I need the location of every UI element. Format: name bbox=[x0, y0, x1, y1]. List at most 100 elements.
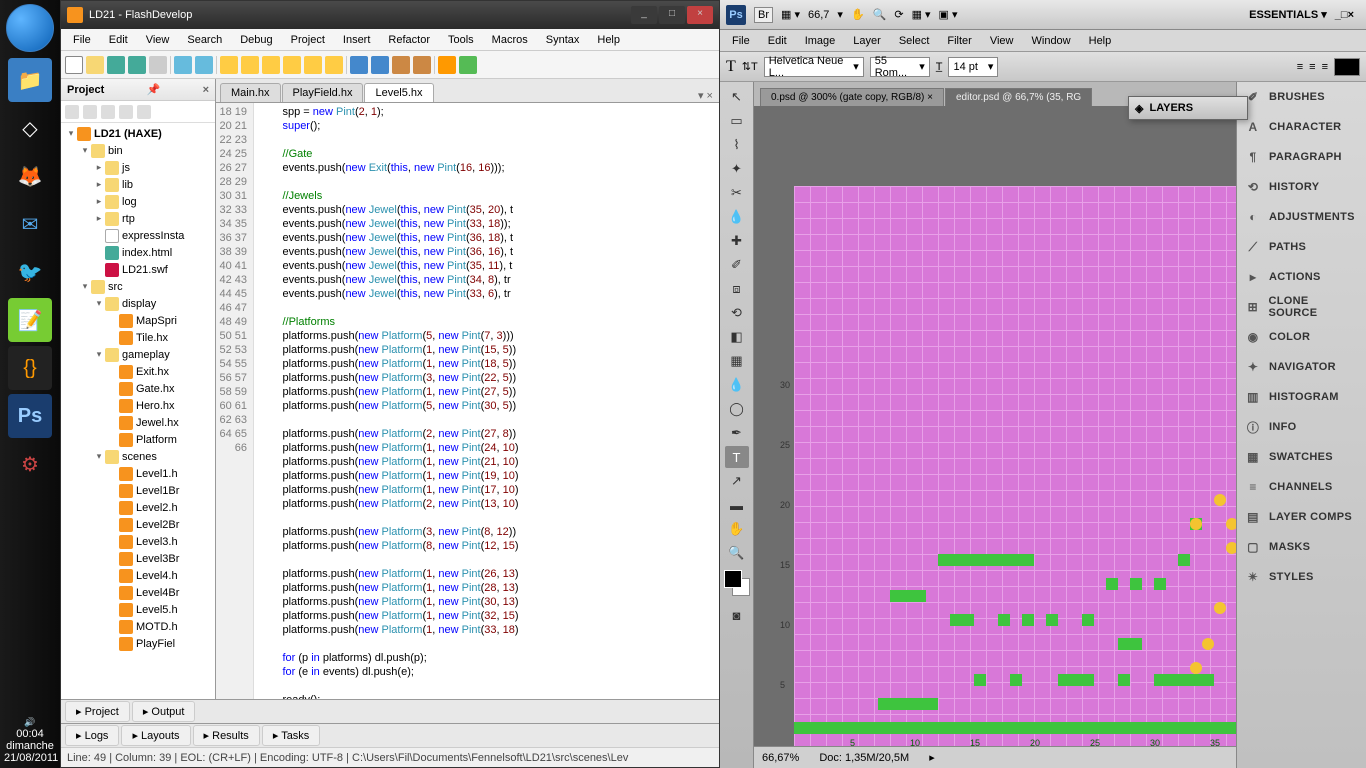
redo-icon[interactable] bbox=[195, 56, 213, 74]
pixel-grid[interactable]: 510152025305101520253035 bbox=[794, 186, 1236, 746]
menu-tools[interactable]: Tools bbox=[440, 32, 482, 48]
tree-item[interactable]: Level2.h bbox=[63, 499, 213, 516]
zoom-icon[interactable]: 🔍 bbox=[873, 8, 887, 21]
tree-item[interactable]: index.html bbox=[63, 244, 213, 261]
tree-item[interactable]: Exit.hx bbox=[63, 363, 213, 380]
history-brush-icon[interactable]: ⟲ bbox=[725, 302, 749, 324]
path-tool-icon[interactable]: ↗ bbox=[725, 470, 749, 492]
heal-tool-icon[interactable]: ✚ bbox=[725, 230, 749, 252]
panel-icon[interactable] bbox=[392, 56, 410, 74]
menu-image[interactable]: Image bbox=[797, 33, 844, 49]
document-tab[interactable]: editor.psd @ 66,7% (35, RG bbox=[945, 88, 1092, 106]
ps-maximize-button[interactable]: □ bbox=[1341, 9, 1348, 21]
tree-item[interactable]: ▸lib bbox=[63, 176, 213, 193]
save-all-icon[interactable] bbox=[128, 56, 146, 74]
ps-zoom-status[interactable]: 66,67% bbox=[762, 752, 799, 764]
menu-filter[interactable]: Filter bbox=[939, 33, 979, 49]
tree-item[interactable]: Jewel.hx bbox=[63, 414, 213, 431]
menu-syntax[interactable]: Syntax bbox=[538, 32, 588, 48]
align-right-icon[interactable]: ≡ bbox=[1322, 61, 1328, 73]
project-tree[interactable]: ▾ LD21 (HAXE) ▾bin▸js▸lib▸log▸rtpexpress… bbox=[61, 123, 215, 699]
tree-item[interactable]: Hero.hx bbox=[63, 397, 213, 414]
panel-tab[interactable]: ▸ Project bbox=[65, 701, 130, 722]
tree-item[interactable]: PlayFiel bbox=[63, 635, 213, 652]
editor-tab[interactable]: Level5.hx bbox=[364, 83, 433, 102]
taskbar-flashdevelop-icon[interactable]: {} bbox=[8, 346, 52, 390]
panel-styles[interactable]: ✴STYLES bbox=[1237, 562, 1366, 592]
shape-tool-icon[interactable]: ▬ bbox=[725, 494, 749, 516]
tree-item[interactable]: ▸js bbox=[63, 159, 213, 176]
panel-tab[interactable]: ▸ Output bbox=[132, 701, 196, 722]
tree-item[interactable]: ▸log bbox=[63, 193, 213, 210]
panel-paths[interactable]: ⟋PATHS bbox=[1237, 232, 1366, 262]
layers-panel-flyout[interactable]: ◈ LAYERS bbox=[1128, 96, 1248, 120]
dodge-tool-icon[interactable]: ◯ bbox=[725, 398, 749, 420]
menu-refactor[interactable]: Refactor bbox=[380, 32, 438, 48]
align-center-icon[interactable]: ≡ bbox=[1309, 61, 1315, 73]
panel-info[interactable]: ⓘINFO bbox=[1237, 412, 1366, 442]
font-size-dropdown[interactable]: 14 pt▾ bbox=[948, 57, 998, 77]
tree-tool-icon[interactable] bbox=[119, 105, 133, 119]
zoom-tool-icon[interactable]: 🔍 bbox=[725, 542, 749, 564]
taskbar-firefox-icon[interactable]: 🦊 bbox=[8, 154, 52, 198]
project-panel-header[interactable]: Project 📌 × bbox=[61, 79, 215, 101]
panel-icon[interactable] bbox=[350, 56, 368, 74]
zoom-level[interactable]: 66,7 bbox=[808, 9, 829, 21]
code-editor[interactable]: 18 19 20 21 22 23 24 25 26 27 28 29 30 3… bbox=[216, 103, 719, 699]
brush-tool-icon[interactable]: ✐ bbox=[725, 254, 749, 276]
panel-paragraph[interactable]: ¶PARAGRAPH bbox=[1237, 142, 1366, 172]
menu-view[interactable]: View bbox=[138, 32, 178, 48]
panel-navigator[interactable]: ✦NAVIGATOR bbox=[1237, 352, 1366, 382]
menu-project[interactable]: Project bbox=[283, 32, 333, 48]
panel-history[interactable]: ⟲HISTORY bbox=[1237, 172, 1366, 202]
save-icon[interactable] bbox=[107, 56, 125, 74]
tree-item[interactable]: ▾src bbox=[63, 278, 213, 295]
close-panel-icon[interactable]: × bbox=[203, 84, 209, 96]
tree-tool-icon[interactable] bbox=[137, 105, 151, 119]
menu-debug[interactable]: Debug bbox=[232, 32, 280, 48]
pin-icon[interactable]: 📌 bbox=[147, 83, 161, 96]
star-icon[interactable] bbox=[220, 56, 238, 74]
tree-root[interactable]: LD21 (HAXE) bbox=[94, 128, 162, 140]
type-tool-icon[interactable]: T bbox=[726, 58, 736, 76]
blur-tool-icon[interactable]: 💧 bbox=[725, 374, 749, 396]
editor-tab[interactable]: PlayField.hx bbox=[282, 83, 364, 102]
screen-mode-icon[interactable]: ▣ ▾ bbox=[939, 8, 958, 21]
taskbar-notepad-icon[interactable]: 📝 bbox=[8, 298, 52, 342]
tree-item[interactable]: Level1.h bbox=[63, 465, 213, 482]
align-left-icon[interactable]: ≡ bbox=[1297, 61, 1303, 73]
new-file-icon[interactable] bbox=[65, 56, 83, 74]
run-icon[interactable] bbox=[459, 56, 477, 74]
panel-clone-source[interactable]: ⊞CLONE SOURCE bbox=[1237, 292, 1366, 322]
tree-item[interactable]: ▾gameplay bbox=[63, 346, 213, 363]
eraser-tool-icon[interactable]: ◧ bbox=[725, 326, 749, 348]
taskbar-app-icon[interactable]: ◇ bbox=[8, 106, 52, 150]
tab-list-icon[interactable]: ▾ × bbox=[692, 89, 719, 102]
tree-item[interactable]: ▾scenes bbox=[63, 448, 213, 465]
tree-item[interactable]: Platform bbox=[63, 431, 213, 448]
taskbar-photoshop-icon[interactable]: Ps bbox=[8, 394, 52, 438]
start-button[interactable] bbox=[6, 4, 54, 52]
taskbar-explorer-icon[interactable]: 📁 bbox=[8, 58, 52, 102]
panel-adjustments[interactable]: ◐ADJUSTMENTS bbox=[1237, 202, 1366, 232]
menu-file[interactable]: File bbox=[65, 32, 99, 48]
tree-item[interactable]: ▸rtp bbox=[63, 210, 213, 227]
rotate-icon[interactable]: ⟳ bbox=[894, 8, 903, 21]
marquee-tool-icon[interactable]: ▭ bbox=[725, 110, 749, 132]
color-swatch[interactable] bbox=[724, 570, 750, 596]
menu-macros[interactable]: Macros bbox=[484, 32, 536, 48]
menu-insert[interactable]: Insert bbox=[335, 32, 379, 48]
open-icon[interactable] bbox=[86, 56, 104, 74]
ps-close-button[interactable]: × bbox=[1348, 9, 1354, 21]
tree-item[interactable]: Level5.h bbox=[63, 601, 213, 618]
hand-icon[interactable]: ✋ bbox=[851, 8, 865, 21]
panel-tab[interactable]: ▸ Logs bbox=[65, 725, 119, 746]
panel-tab[interactable]: ▸ Tasks bbox=[262, 725, 321, 746]
panel-color[interactable]: ◉COLOR bbox=[1237, 322, 1366, 352]
star-icon[interactable] bbox=[325, 56, 343, 74]
bridge-icon[interactable]: Br bbox=[754, 7, 773, 23]
panel-icon[interactable] bbox=[371, 56, 389, 74]
panel-swatches[interactable]: ▦SWATCHES bbox=[1237, 442, 1366, 472]
panel-histogram[interactable]: ▥HISTOGRAM bbox=[1237, 382, 1366, 412]
font-family-dropdown[interactable]: Helvetica Neue L...▾ bbox=[764, 57, 864, 77]
